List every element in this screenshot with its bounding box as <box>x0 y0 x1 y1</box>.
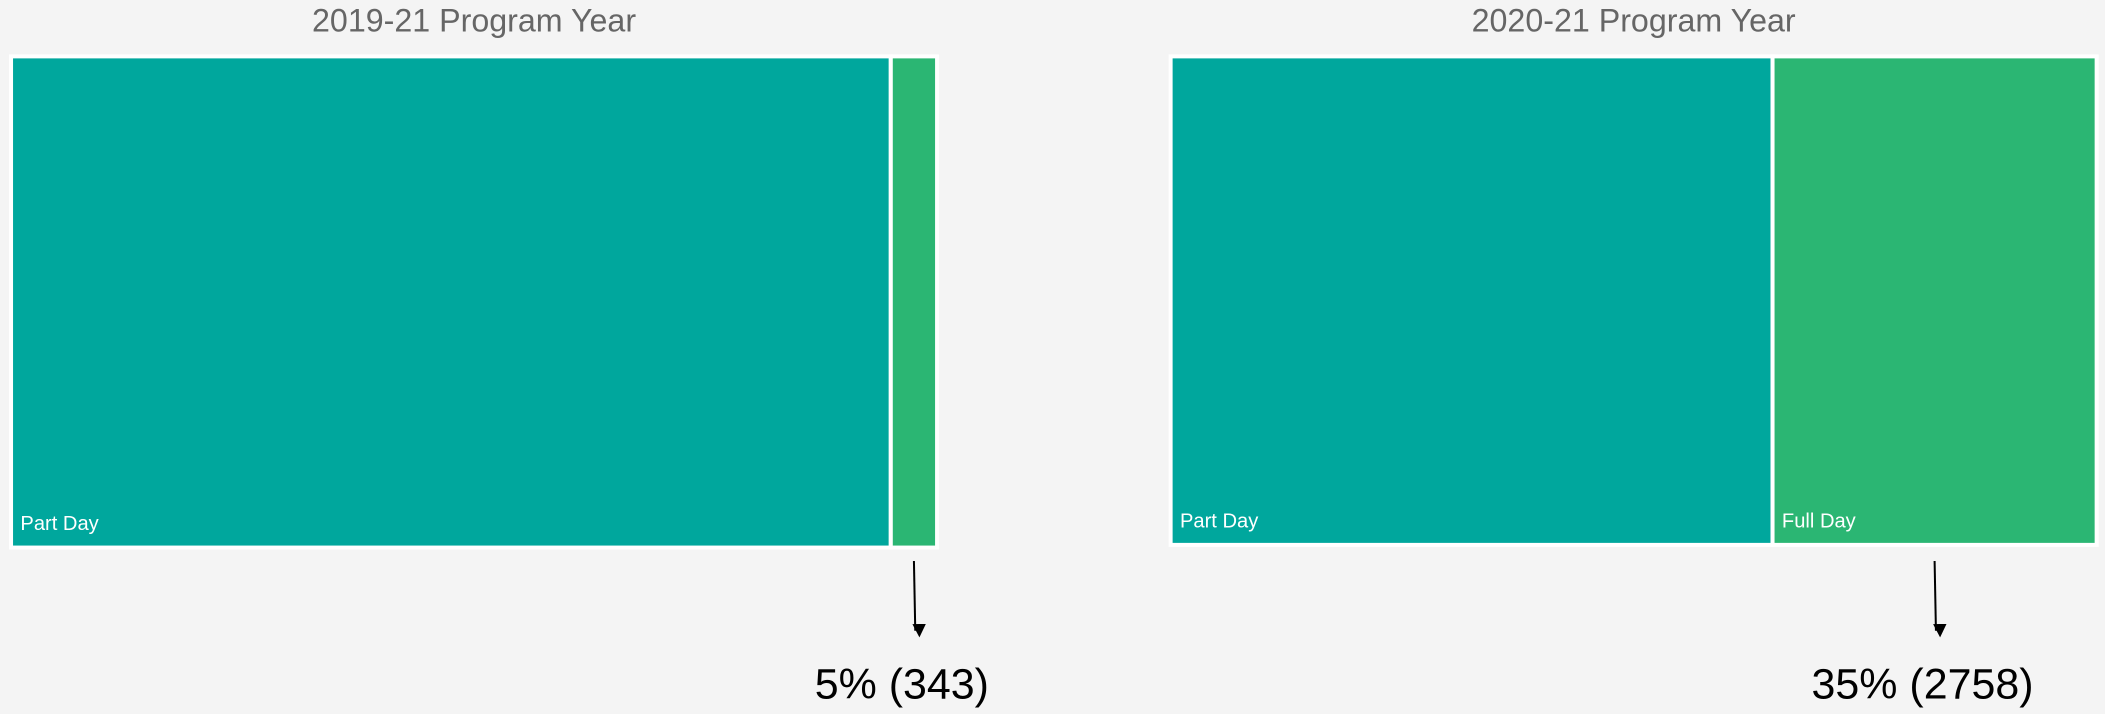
treemap-cell <box>1168 54 1775 547</box>
treemap-cell <box>1770 54 2099 547</box>
annotation: 5% (343) <box>815 661 989 709</box>
chart-title: 2020-21 Program Year <box>1472 2 1796 38</box>
treemap-cell <box>888 54 940 550</box>
arrow <box>1933 560 1947 638</box>
arrow <box>912 560 926 638</box>
cell-label: Part Day <box>1180 510 1259 532</box>
treemap-cell <box>9 54 893 550</box>
chart-title: 2019-21 Program Year <box>312 2 636 38</box>
cell-label: Part Day <box>20 513 99 535</box>
cell-label: Full Day <box>1782 510 1857 532</box>
annotation: 35% (2758) <box>1812 661 2034 709</box>
